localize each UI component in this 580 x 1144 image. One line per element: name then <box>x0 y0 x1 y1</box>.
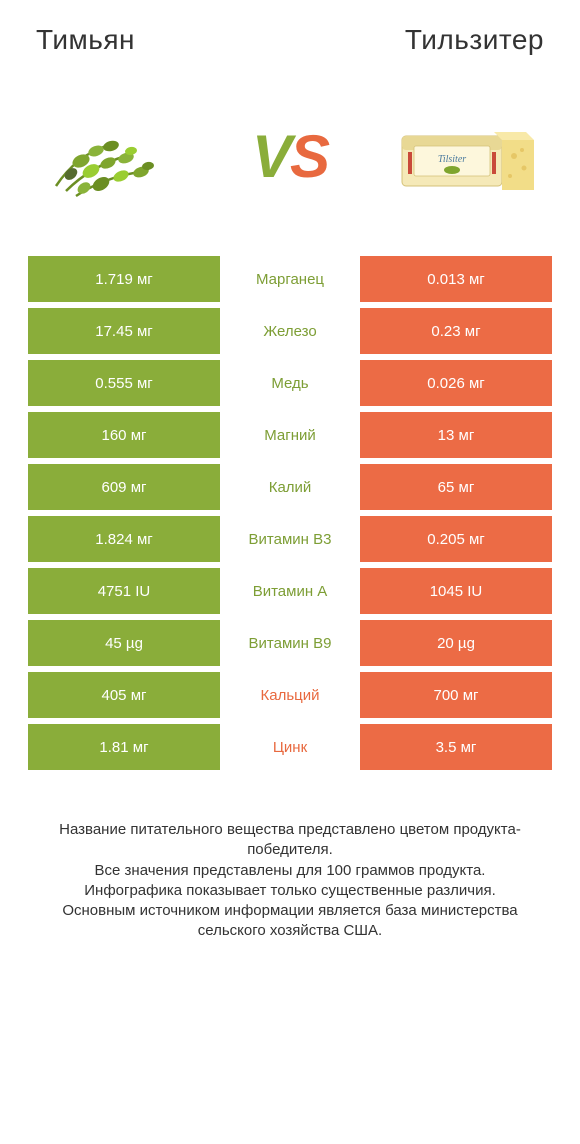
right-value-cell: 0.23 мг <box>360 308 552 354</box>
left-value-cell: 1.824 мг <box>28 516 220 562</box>
left-value-cell: 160 мг <box>28 412 220 458</box>
left-value-cell: 609 мг <box>28 464 220 510</box>
right-value-cell: 1045 IU <box>360 568 552 614</box>
vs-label: VS <box>252 122 328 191</box>
right-value-cell: 3.5 мг <box>360 724 552 770</box>
right-value-cell: 700 мг <box>360 672 552 718</box>
left-product-title: Тимьян <box>36 24 135 56</box>
footer-line-2: Все значения представлены для 100 граммо… <box>32 861 548 881</box>
table-row: 1.81 мгЦинк3.5 мг <box>28 724 552 770</box>
right-value-cell: 13 мг <box>360 412 552 458</box>
thyme-icon <box>36 96 186 216</box>
table-row: 1.824 мгВитамин B30.205 мг <box>28 516 552 562</box>
footer-line-3: Инфографика показывает только существенн… <box>32 881 548 901</box>
left-value-cell: 17.45 мг <box>28 308 220 354</box>
vs-s-letter: S <box>290 123 328 190</box>
footer-line-4: Основным источником информации является … <box>32 901 548 942</box>
nutrient-label-cell: Витамин B3 <box>220 516 360 562</box>
left-product-image <box>36 96 186 216</box>
table-row: 609 мгКалий65 мг <box>28 464 552 510</box>
svg-text:Tilsiter: Tilsiter <box>438 154 466 165</box>
left-value-cell: 0.555 мг <box>28 360 220 406</box>
right-value-cell: 65 мг <box>360 464 552 510</box>
nutrient-label-cell: Магний <box>220 412 360 458</box>
table-row: 17.45 мгЖелезо0.23 мг <box>28 308 552 354</box>
left-value-cell: 1.81 мг <box>28 724 220 770</box>
nutrient-label-cell: Медь <box>220 360 360 406</box>
table-row: 405 мгКальций700 мг <box>28 672 552 718</box>
table-row: 0.555 мгМедь0.026 мг <box>28 360 552 406</box>
nutrient-label-cell: Кальций <box>220 672 360 718</box>
table-row: 45 µgВитамин B920 µg <box>28 620 552 666</box>
nutrient-label-cell: Железо <box>220 308 360 354</box>
nutrient-label-cell: Витамин A <box>220 568 360 614</box>
vs-v-letter: V <box>252 123 290 190</box>
right-value-cell: 0.205 мг <box>360 516 552 562</box>
nutrient-label-cell: Калий <box>220 464 360 510</box>
cheese-icon: Tilsiter <box>394 106 544 206</box>
table-row: 1.719 мгМарганец0.013 мг <box>28 256 552 302</box>
right-product-image: Tilsiter <box>394 96 544 216</box>
nutrient-label-cell: Витамин B9 <box>220 620 360 666</box>
right-value-cell: 0.026 мг <box>360 360 552 406</box>
left-value-cell: 4751 IU <box>28 568 220 614</box>
footer-line-1: Название питательного вещества представл… <box>32 820 548 861</box>
vs-row: VS Tilsiter <box>28 76 552 256</box>
header: Тимьян Тильзитер <box>28 24 552 76</box>
nutrition-table: 1.719 мгМарганец0.013 мг17.45 мгЖелезо0.… <box>28 256 552 770</box>
left-value-cell: 45 µg <box>28 620 220 666</box>
footer-note: Название питательного вещества представл… <box>28 820 552 942</box>
left-value-cell: 405 мг <box>28 672 220 718</box>
left-value-cell: 1.719 мг <box>28 256 220 302</box>
right-value-cell: 0.013 мг <box>360 256 552 302</box>
nutrient-label-cell: Цинк <box>220 724 360 770</box>
table-row: 160 мгМагний13 мг <box>28 412 552 458</box>
right-value-cell: 20 µg <box>360 620 552 666</box>
nutrient-label-cell: Марганец <box>220 256 360 302</box>
table-row: 4751 IUВитамин A1045 IU <box>28 568 552 614</box>
right-product-title: Тильзитер <box>405 24 544 56</box>
